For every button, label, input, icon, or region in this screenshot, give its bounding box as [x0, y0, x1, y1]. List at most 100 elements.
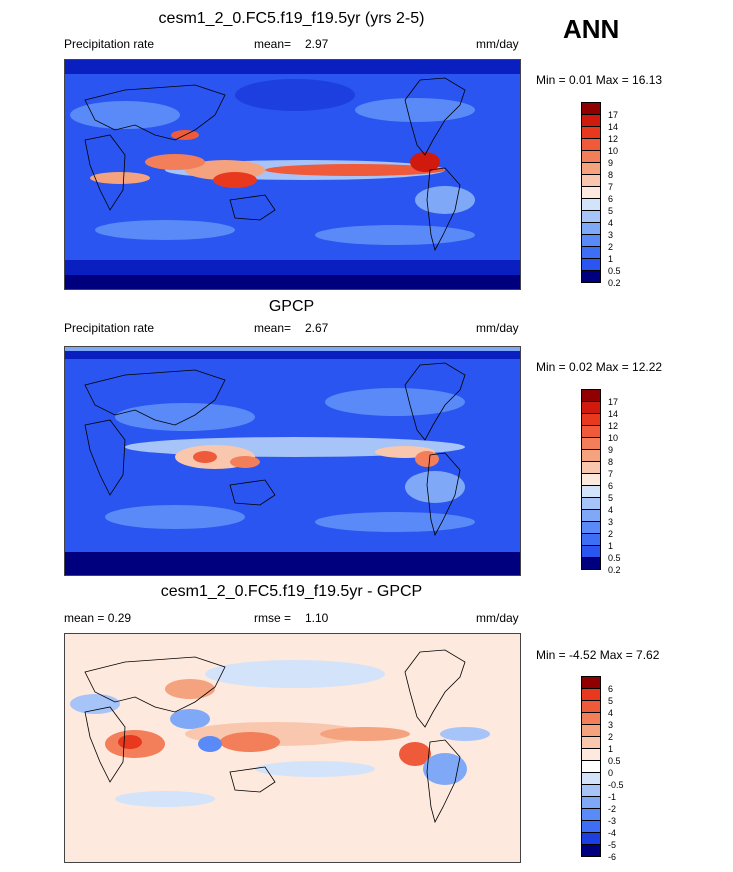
colorbar-tick: -2 [608, 804, 617, 814]
colorbar-tick: 8 [608, 170, 614, 180]
colorbar-swatch [581, 832, 601, 844]
colorbar-tick: -4 [608, 828, 617, 838]
panel-1-mean-value: 2.97 [305, 37, 329, 51]
colorbar-swatch [581, 509, 601, 521]
colorbar-swatch [581, 401, 601, 413]
colorbar-tick: 1 [608, 541, 614, 551]
colorbar-swatch [581, 126, 601, 138]
colorbar-swatch [581, 700, 601, 712]
colorbar-tick: 0.5 [608, 266, 621, 276]
panel-1-map [64, 59, 521, 290]
colorbar-swatch [581, 222, 601, 234]
panel-3-rmse-label: rmse = [254, 611, 292, 625]
colorbar-swatch [581, 234, 601, 246]
colorbar-swatch [581, 712, 601, 724]
colorbar-swatch [581, 437, 601, 449]
panel-2-variable-label: Precipitation rate [64, 321, 155, 335]
colorbar-tick: 2 [608, 529, 614, 539]
colorbar-tick: 8 [608, 457, 614, 467]
panel-1-minmax: Min = 0.01 Max = 16.13 [536, 73, 663, 87]
colorbar-tick: 6 [608, 481, 614, 491]
colorbar-swatch [581, 844, 601, 857]
panel-1-variable-label: Precipitation rate [64, 37, 155, 51]
colorbar-tick: 1 [608, 744, 614, 754]
colorbar-swatch [581, 425, 601, 437]
colorbar-swatch [581, 485, 601, 497]
colorbar-swatch [581, 748, 601, 760]
colorbar-tick: 5 [608, 696, 614, 706]
colorbar-swatch [581, 198, 601, 210]
colorbar-tick: -0.5 [608, 780, 624, 790]
colorbar-tick: 0.2 [608, 278, 621, 288]
colorbar-swatch [581, 521, 601, 533]
colorbar-tick: 12 [608, 421, 619, 431]
colorbar-swatch [581, 138, 601, 150]
colorbar-swatch [581, 497, 601, 509]
colorbar-tick: 2 [608, 732, 614, 742]
panel-2-mean-value: 2.67 [305, 321, 329, 335]
colorbar-swatch [581, 688, 601, 700]
colorbar-swatch [581, 413, 601, 425]
colorbar-tick: 3 [608, 517, 614, 527]
colorbar-swatch [581, 473, 601, 485]
colorbar-tick: 7 [608, 182, 614, 192]
panel-3-map [64, 633, 521, 863]
colorbar-tick: 0 [608, 768, 614, 778]
colorbar-tick: 0.5 [608, 756, 621, 766]
panel-1-title: cesm1_2_0.FC5.f19_f19.5yr (yrs 2-5) [158, 10, 425, 27]
colorbar-swatch [581, 186, 601, 198]
panel-3-title: cesm1_2_0.FC5.f19_f19.5yr - GPCP [160, 583, 423, 600]
panel-2-title: GPCP [268, 298, 315, 315]
colorbar-swatch [581, 449, 601, 461]
colorbar-tick: 0.2 [608, 565, 621, 575]
colorbar-tick: -1 [608, 792, 617, 802]
panel-3-minmax: Min = -4.52 Max = 7.62 [536, 648, 660, 662]
panel-3-rmse-value: 1.10 [305, 611, 329, 625]
colorbar-swatch [581, 258, 601, 270]
colorbar-tick: 14 [608, 409, 619, 419]
colorbar-swatch [581, 246, 601, 258]
colorbar-swatch [581, 389, 601, 401]
colorbar-swatch [581, 676, 601, 688]
colorbar-tick: 5 [608, 206, 614, 216]
colorbar-tick: 4 [608, 708, 614, 718]
colorbar-tick: 10 [608, 433, 619, 443]
panel-2-map [64, 346, 521, 576]
colorbar-swatch [581, 724, 601, 736]
colorbar-tick: -6 [608, 852, 617, 862]
panel-1-mean-label: mean= [254, 37, 292, 51]
colorbar-tick: 9 [608, 158, 614, 168]
colorbar-swatch [581, 174, 601, 186]
colorbar-tick: 0.5 [608, 553, 621, 563]
colorbar-swatch [581, 461, 601, 473]
colorbar-tick: 9 [608, 445, 614, 455]
colorbar-swatch [581, 533, 601, 545]
colorbar-swatch [581, 772, 601, 784]
colorbar-tick: 5 [608, 493, 614, 503]
colorbar-tick: 10 [608, 146, 619, 156]
season-label: ANN [563, 14, 620, 44]
colorbar-swatch [581, 102, 601, 114]
panel-1-units: mm/day [476, 37, 519, 51]
colorbar-tick: 17 [608, 397, 619, 407]
colorbar-swatch [581, 796, 601, 808]
panel-3-mean-label: mean = 0.29 [64, 611, 132, 625]
colorbar-tick: -3 [608, 816, 617, 826]
colorbar-swatch [581, 162, 601, 174]
colorbar-swatch [581, 820, 601, 832]
colorbar-tick: 3 [608, 230, 614, 240]
colorbar-tick: 2 [608, 242, 614, 252]
panel-2-minmax: Min = 0.02 Max = 12.22 [536, 360, 663, 374]
colorbar-tick: 6 [608, 684, 614, 694]
colorbar-swatch [581, 270, 601, 283]
panel-2-units: mm/day [476, 321, 519, 335]
colorbar-swatch [581, 736, 601, 748]
colorbar-tick: 4 [608, 505, 614, 515]
colorbar-tick: -5 [608, 840, 617, 850]
panel-2-mean-label: mean= [254, 321, 292, 335]
panel-3-units: mm/day [476, 611, 519, 625]
colorbar-swatch [581, 784, 601, 796]
colorbar-tick: 17 [608, 110, 619, 120]
colorbar-swatch [581, 808, 601, 820]
colorbar-tick: 3 [608, 720, 614, 730]
